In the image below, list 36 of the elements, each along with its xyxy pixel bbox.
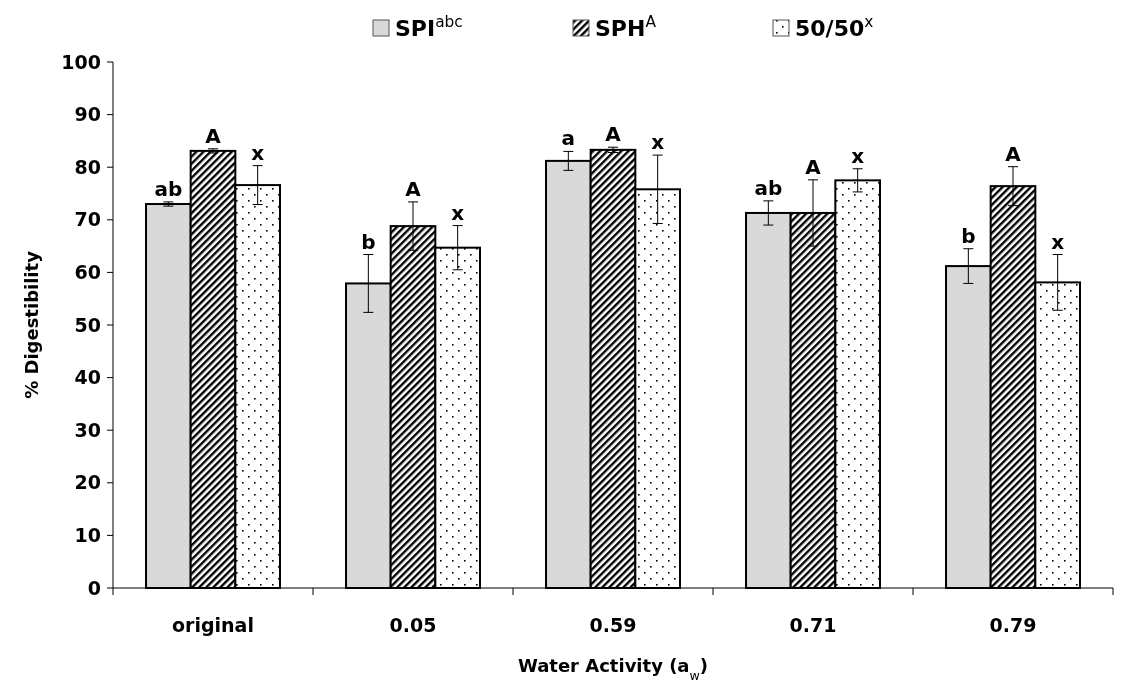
x-tick-label: 0.71 <box>789 614 837 636</box>
y-tick-label: 70 <box>74 208 101 231</box>
data-label: A <box>405 176 422 201</box>
data-label: x <box>1051 229 1065 254</box>
data-label: x <box>651 130 665 155</box>
data-label: A <box>1005 141 1022 166</box>
y-tick-label: 50 <box>74 313 101 336</box>
y-tick-label: 80 <box>74 155 101 178</box>
data-label: A <box>205 123 222 148</box>
data-label: ab <box>754 175 783 200</box>
data-label: a <box>561 126 576 151</box>
x-tick-label: original <box>172 614 254 636</box>
data-label: x <box>851 143 865 168</box>
data-label: x <box>251 140 265 165</box>
y-tick-label: 60 <box>74 261 101 284</box>
y-axis-title: % Digestibility <box>21 250 42 399</box>
legend-label: SPH$^{A}$ <box>595 12 657 41</box>
x-tick-label: 0.79 <box>989 614 1037 636</box>
data-label: x <box>451 200 465 225</box>
y-tick-label: 0 <box>87 576 101 599</box>
data-label: A <box>605 122 622 147</box>
y-tick-label: 20 <box>74 471 101 494</box>
data-label: b <box>361 229 376 254</box>
x-axis-title: Water Activity (a$_{w}$) <box>517 655 709 683</box>
data-label: b <box>961 223 976 248</box>
x-tick-label: 0.05 <box>389 614 437 636</box>
data-label: A <box>805 154 822 179</box>
legend-label: SPI$^{abc}$ <box>395 12 463 41</box>
y-tick-label: 100 <box>61 50 101 73</box>
y-tick-label: 90 <box>74 103 101 126</box>
y-tick-label: 40 <box>74 366 101 389</box>
data-label: ab <box>154 176 183 201</box>
x-tick-label: 0.59 <box>589 614 637 636</box>
y-tick-label: 30 <box>74 418 101 441</box>
y-tick-label: 10 <box>74 524 101 547</box>
legend-label: 50/50$^{x}$ <box>795 12 874 41</box>
